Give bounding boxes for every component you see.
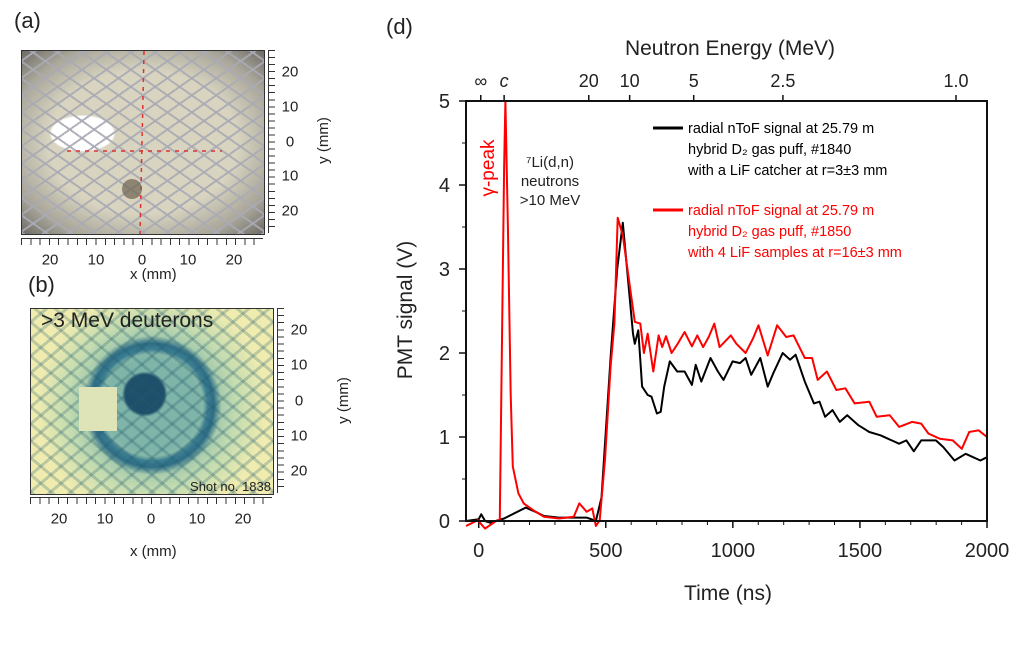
panel-a-label: (a): [14, 8, 41, 33]
y-tick-label: 20: [290, 321, 308, 339]
y-tick-label: 10: [290, 427, 308, 445]
panel-a-x-label: x (mm): [130, 266, 177, 283]
top-tick-label: 10: [620, 71, 640, 91]
y-tick-label: 3: [439, 259, 450, 281]
y-tick-label: 20: [281, 63, 299, 81]
y-tick-label: 0: [439, 511, 450, 533]
x-tick-label: 10: [179, 251, 197, 269]
panel-b-x-label: x (mm): [130, 543, 177, 560]
legend-text: hybrid D₂ gas puff, #1840: [688, 142, 851, 158]
x-tick-label: 10: [96, 510, 114, 528]
panel-b-label: (b): [28, 272, 55, 297]
legend-text: with 4 LiF samples at r=16±3 mm: [687, 245, 902, 261]
red-grid-marks: [67, 51, 222, 234]
top-tick-label: ∞: [474, 71, 487, 91]
y-tick-label: 20: [281, 202, 299, 220]
series-line-1: [465, 221, 988, 524]
y-tick-label: 1: [439, 427, 450, 449]
y-axis-line: [277, 308, 284, 493]
y-tick-label: 20: [290, 462, 308, 480]
li-annotation-2: neutrons: [521, 173, 579, 190]
x-tick-label: 20: [50, 510, 68, 528]
x-tick-label: 0: [473, 540, 484, 562]
x-tick-label: 0: [146, 510, 156, 528]
legend-text: radial nToF signal at 25.79 m: [688, 203, 874, 219]
deuteron-track-image: >3 MeV deuterons Shot no. 1838: [30, 308, 274, 495]
li-annotation-3: >10 MeV: [520, 192, 580, 209]
x-tick-label: 500: [589, 540, 622, 562]
mesh-photo: [21, 50, 265, 235]
li-annotation-1: ⁷Li(d,n): [526, 154, 574, 171]
x-axis-line: [21, 238, 263, 245]
x-tick-label: 20: [225, 251, 243, 269]
x-tick-label: 0: [137, 251, 147, 269]
y-tick-label: 2: [439, 343, 450, 365]
top-tick-label: 20: [579, 71, 599, 91]
legend-text: with a LiF catcher at r=3±3 mm: [687, 163, 887, 179]
top-tick-label: 1.0: [943, 71, 968, 91]
panel-d-label: (d): [386, 14, 413, 39]
shot-number: Shot no. 1838: [190, 479, 271, 494]
top-tick-label: 5: [689, 71, 699, 91]
x-axis-line: [30, 497, 272, 504]
y-tick-label: 10: [281, 98, 299, 116]
legend-text: radial nToF signal at 25.79 m: [688, 121, 874, 137]
y-tick-label: 10: [290, 356, 308, 374]
y-tick-label: 0: [285, 133, 295, 150]
x-tick-label: 2000: [965, 540, 1010, 562]
y-tick-label: 10: [281, 167, 299, 185]
x-tick-label: 10: [87, 251, 105, 269]
panel-b-title: >3 MeV deuterons: [41, 309, 214, 332]
x-tick-label: 20: [41, 251, 59, 269]
x-tick-label: 20: [234, 510, 252, 528]
y-tick-label: 5: [439, 91, 450, 113]
top-axis-title: Neutron Energy (MeV): [625, 37, 835, 60]
y-axis-title: PMT signal (V): [394, 241, 417, 379]
x-axis-title: Time (ns): [684, 582, 772, 605]
top-tick-label: c: [500, 71, 509, 91]
series-line-2: [465, 100, 988, 530]
legend-text: hybrid D₂ gas puff, #1850: [688, 224, 851, 240]
lif-sample: [79, 387, 117, 431]
x-tick-label: 1000: [711, 540, 756, 562]
y-tick-label: 0: [294, 392, 304, 409]
y-tick-label: 4: [439, 175, 450, 197]
gamma-peak-annotation: γ-peak: [478, 139, 499, 197]
top-tick-label: 2.5: [770, 71, 795, 91]
legend: radial nToF signal at 25.79 m hybrid D₂ g…: [653, 121, 902, 261]
plot-frame: [465, 100, 988, 522]
x-tick-label: 10: [188, 510, 206, 528]
x-tick-label: 1500: [838, 540, 883, 562]
y-axis-line: [268, 50, 275, 233]
